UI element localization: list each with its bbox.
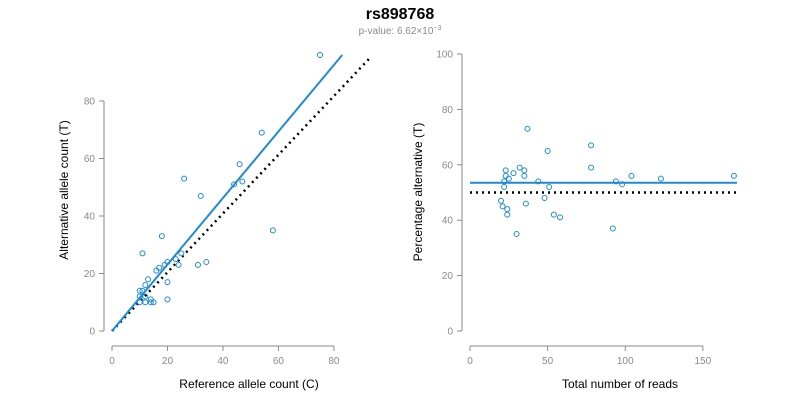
chart-subtitle: p-value: 6.62×10−3 [359, 25, 442, 37]
right-data-point [544, 147, 551, 154]
left-fit-line [111, 54, 343, 332]
right-data-point [612, 178, 619, 185]
right-data-point [521, 172, 528, 179]
right-y-tick-label: 20 [442, 271, 454, 282]
right-data-point [557, 214, 564, 221]
left-x-axis-label: Reference allele count (C) [179, 377, 318, 391]
left-plot-area [111, 52, 371, 332]
right-data-point [516, 164, 523, 171]
left-data-point [142, 293, 149, 300]
right-data-point [628, 172, 635, 179]
right-data-point [510, 170, 517, 177]
left-y-tick-label: 40 [84, 212, 96, 223]
left-x-tick-label: 80 [328, 356, 340, 367]
right-data-point [499, 203, 506, 210]
right-plot: 0 50 100 150 0 20 40 60 80 100 Total number of r… [411, 50, 737, 391]
right-data-point [502, 172, 509, 179]
left-data-point [317, 52, 324, 58]
right-data-point [504, 211, 511, 218]
right-data-point [730, 172, 737, 179]
left-data-point [150, 299, 157, 306]
left-data-point [172, 256, 179, 263]
left-y-tick-label: 0 [89, 327, 95, 338]
left-data-point [194, 261, 201, 268]
left-data-point [164, 279, 171, 286]
left-data-point [158, 233, 165, 240]
left-y-axis: 0 20 40 60 80 [84, 97, 105, 338]
right-data-point [657, 175, 664, 182]
left-data-point [156, 264, 163, 271]
right-data-point [588, 164, 595, 171]
right-y-tick-label: 100 [436, 50, 453, 61]
left-y-tick-label: 20 [84, 269, 96, 280]
right-x-tick-label: 0 [467, 356, 473, 367]
right-x-axis: 0 50 100 150 [467, 345, 712, 367]
left-x-tick-label: 0 [109, 356, 115, 367]
left-data-point [197, 192, 204, 199]
left-data-point [164, 259, 171, 265]
right-data-point [541, 195, 548, 202]
right-data-point [524, 125, 531, 132]
right-data-point [535, 178, 542, 185]
left-plot: 0 20 40 60 80 0 20 40 60 80 Reference allele cou… [57, 52, 371, 391]
left-data-point [178, 250, 185, 257]
left-x-tick-label: 20 [162, 356, 174, 367]
left-x-tick-label: 60 [273, 356, 285, 367]
right-y-tick-label: 80 [442, 105, 454, 116]
left-reference-line [111, 57, 371, 332]
left-data-point [164, 296, 171, 303]
left-data-point [175, 261, 182, 268]
right-data-point [521, 167, 528, 174]
left-data-point [142, 282, 149, 288]
right-data-point [609, 225, 616, 232]
right-x-tick-label: 150 [695, 356, 712, 367]
left-y-tick-label: 80 [84, 97, 96, 108]
left-data-point [142, 299, 149, 306]
right-data-point [501, 178, 508, 185]
right-plot-area [470, 125, 737, 238]
right-x-tick-label: 100 [617, 356, 634, 367]
left-x-axis: 0 20 40 60 80 [109, 345, 340, 367]
right-data-point [550, 211, 557, 218]
right-data-point [513, 231, 520, 238]
left-data-point [136, 287, 143, 294]
left-data-point [269, 227, 276, 234]
left-y-axis-label: Alternative allele count (T) [57, 120, 71, 259]
left-data-point [139, 250, 146, 257]
right-data-point [522, 200, 529, 207]
right-data-point [504, 206, 511, 213]
right-data-point [498, 197, 505, 204]
right-data-point [619, 181, 626, 188]
left-data-point [147, 299, 154, 306]
right-data-point [505, 175, 512, 182]
right-x-axis-label: Total number of reads [562, 377, 678, 391]
left-data-point [136, 293, 143, 300]
left-x-tick-label: 40 [217, 356, 229, 367]
left-data-point [236, 161, 243, 168]
left-data-point [258, 129, 265, 136]
left-y-tick-label: 60 [84, 154, 96, 165]
right-data-point [546, 183, 553, 190]
right-data-point [502, 167, 509, 174]
right-y-tick-label: 40 [442, 216, 454, 227]
right-x-tick-label: 50 [542, 356, 554, 367]
left-data-point [239, 178, 246, 185]
right-y-tick-label: 60 [442, 160, 454, 171]
right-y-axis-label: Percentage alternative (T) [411, 123, 425, 262]
chart-subtitle-base: p-value: 6.62×10 [359, 26, 434, 37]
left-data-point [231, 181, 238, 188]
right-y-tick-label: 0 [447, 327, 453, 338]
left-data-point [145, 276, 152, 283]
right-data-point [588, 142, 595, 149]
left-data-point [203, 259, 210, 265]
chart-subtitle-exponent: −3 [433, 25, 441, 32]
right-y-axis: 0 20 40 60 80 100 [436, 50, 463, 338]
left-data-point [139, 287, 146, 294]
left-data-point [181, 175, 188, 182]
right-data-point [501, 183, 508, 190]
left-data-point [136, 299, 143, 306]
chart-title: rs898768 [366, 6, 435, 23]
